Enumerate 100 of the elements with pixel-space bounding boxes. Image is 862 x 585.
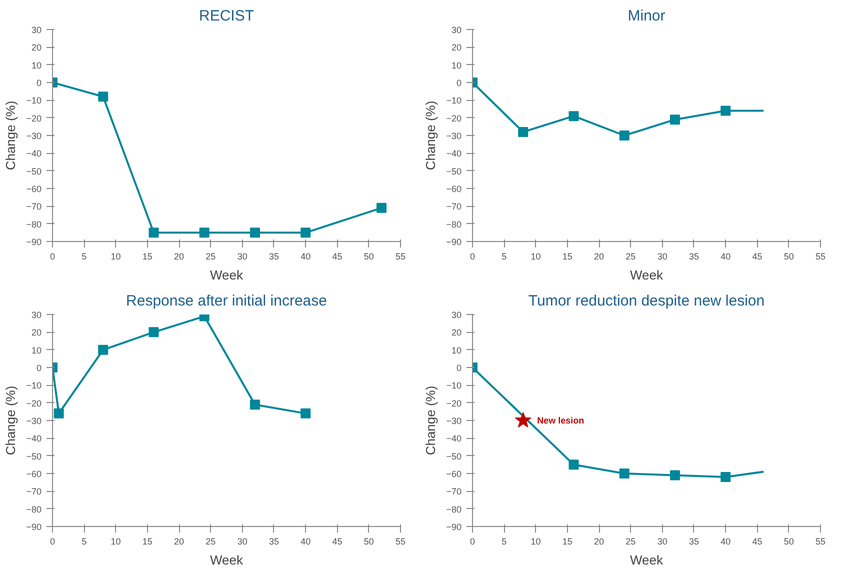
x-tick-label: 50	[364, 252, 374, 262]
y-tick-label: −80	[26, 219, 42, 230]
x-tick-label: 40	[300, 252, 311, 262]
x-tick-label: 45	[752, 252, 762, 262]
x-tick-label: 30	[657, 252, 668, 262]
x-axis-title: Week	[630, 552, 664, 568]
x-tick-label: 30	[657, 536, 668, 546]
y-tick-label: 10	[31, 60, 42, 70]
y-tick-label: −50	[26, 166, 42, 176]
x-tick-label: 35	[688, 252, 699, 262]
y-tick-label: −40	[446, 434, 462, 444]
y-tick-label: 20	[451, 328, 462, 338]
x-axis-title: Week	[210, 552, 244, 568]
x-tick-label: 25	[626, 252, 636, 262]
y-tick-label: 10	[31, 345, 42, 356]
x-tick-label: 40	[300, 536, 311, 546]
x-tick-label: 20	[174, 252, 184, 262]
x-tick-label: 45	[332, 252, 342, 262]
x-tick-label: 25	[206, 252, 216, 262]
x-tick-label: 55	[395, 252, 406, 262]
x-tick-label: 20	[594, 252, 604, 262]
y-tick-label: 20	[31, 42, 42, 53]
x-tick-label: 45	[332, 536, 342, 546]
y-axis-title: Change (%)	[423, 100, 438, 170]
y-tick-label: 30	[31, 25, 42, 35]
x-tick-label: 0	[50, 536, 56, 546]
x-tick-label: 30	[237, 252, 248, 262]
y-tick-label: 30	[451, 25, 462, 35]
y-tick-label: −60	[26, 184, 42, 194]
y-tick-label: 0	[36, 78, 42, 88]
y-tick-label: −60	[446, 469, 462, 479]
x-tick-label: 5	[82, 252, 87, 262]
y-tick-label: 30	[451, 310, 462, 320]
y-tick-label: −90	[446, 522, 462, 532]
x-tick-label: 15	[142, 536, 152, 546]
y-tick-label: −40	[26, 148, 42, 159]
x-tick-label: 10	[110, 536, 121, 546]
y-tick-label: 10	[451, 345, 462, 356]
y-tick-label: −40	[26, 434, 42, 444]
x-tick-label: 35	[268, 536, 279, 546]
x-tick-label: 50	[784, 252, 794, 262]
y-tick-label: −30	[26, 416, 42, 426]
y-tick-label: 30	[31, 310, 42, 320]
y-tick-label: 0	[36, 363, 42, 373]
x-tick-label: 35	[688, 536, 699, 546]
y-tick-label: 20	[451, 42, 462, 53]
x-tick-label: 10	[110, 252, 121, 262]
x-tick-label: 35	[268, 252, 279, 262]
y-tick-label: −30	[26, 131, 42, 141]
y-tick-label: −20	[26, 113, 42, 124]
y-axis-title: Change (%)	[3, 100, 18, 170]
y-tick-label: −50	[26, 451, 42, 462]
y-tick-label: 10	[451, 60, 462, 70]
y-tick-label: −80	[446, 219, 462, 230]
y-tick-label: −40	[446, 148, 462, 159]
y-tick-label: −70	[26, 486, 42, 497]
chart-title: RECIST	[199, 8, 254, 24]
x-tick-label: 10	[530, 536, 541, 546]
y-tick-label: −10	[26, 380, 42, 391]
x-tick-label: 0	[470, 536, 476, 546]
x-tick-label: 45	[752, 536, 762, 546]
chart-title: Tumor reduction despite new lesion	[528, 292, 765, 310]
x-tick-label: 0	[470, 252, 476, 262]
x-tick-label: 15	[142, 252, 152, 262]
x-tick-label: 5	[502, 536, 507, 546]
x-tick-label: 15	[562, 536, 572, 546]
x-tick-label: 25	[206, 536, 216, 546]
x-tick-label: 55	[815, 536, 826, 546]
y-tick-label: −60	[446, 184, 462, 194]
x-tick-label: 15	[562, 252, 572, 262]
y-tick-label: −20	[446, 113, 462, 124]
x-tick-label: 50	[364, 536, 374, 546]
x-tick-label: 25	[626, 536, 636, 546]
x-tick-label: 55	[395, 536, 406, 546]
y-tick-label: −50	[446, 166, 462, 176]
y-tick-label: 20	[31, 328, 42, 338]
chart-title: Response after initial increase	[126, 292, 327, 310]
annotation: New lesion	[537, 416, 584, 426]
y-tick-label: 0	[456, 78, 462, 88]
x-axis-title: Week	[210, 268, 244, 282]
x-tick-label: 40	[720, 536, 731, 546]
x-tick-label: 5	[502, 252, 507, 262]
y-tick-label: −80	[26, 504, 42, 514]
y-tick-label: −10	[26, 96, 42, 106]
x-tick-label: 5	[82, 536, 87, 546]
x-tick-label: 40	[720, 252, 731, 262]
y-tick-label: −30	[446, 131, 462, 141]
y-tick-label: −90	[26, 522, 42, 532]
y-tick-label: −70	[446, 202, 462, 212]
y-tick-label: −10	[446, 380, 462, 391]
chart-title: Minor	[628, 8, 666, 24]
x-tick-label: 20	[594, 536, 604, 546]
y-tick-label: −20	[446, 398, 462, 408]
x-tick-label: 0	[50, 252, 56, 262]
x-axis-title: Week	[630, 268, 664, 282]
y-tick-label: −80	[446, 504, 462, 514]
y-axis-title: Change (%)	[3, 386, 18, 456]
x-tick-label: 10	[530, 252, 541, 262]
y-tick-label: −60	[26, 469, 42, 479]
x-tick-label: 30	[237, 536, 248, 546]
